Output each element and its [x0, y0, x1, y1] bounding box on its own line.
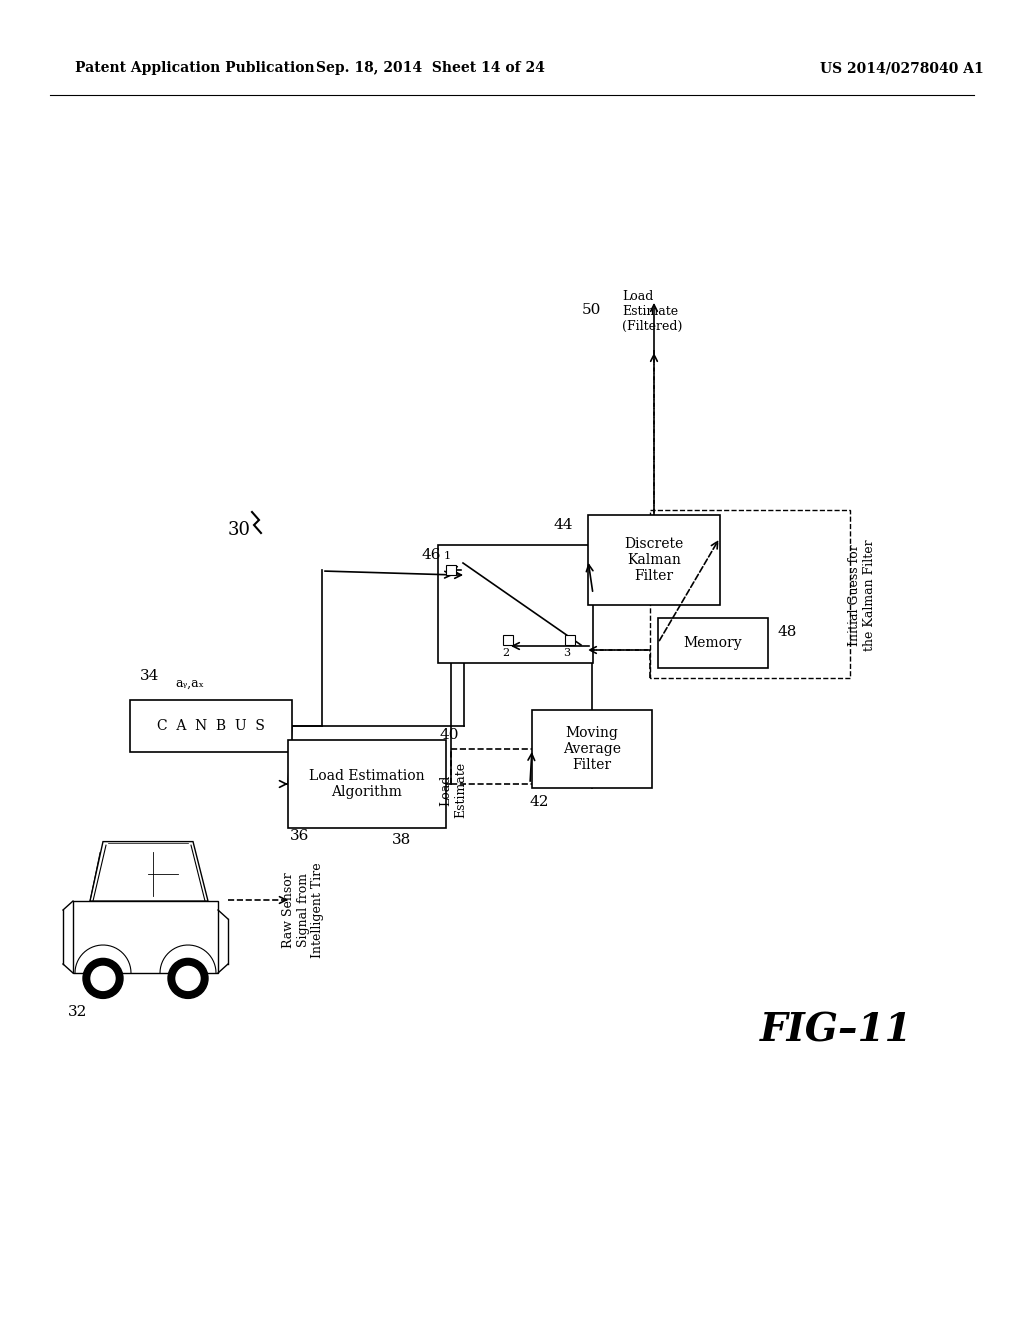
Text: 36: 36	[290, 829, 309, 843]
Bar	[503, 635, 513, 645]
Text: 32: 32	[68, 1005, 87, 1019]
Bar	[130, 700, 292, 752]
Text: Initial Guess for
the Kalman Filter: Initial Guess for the Kalman Filter	[848, 539, 876, 651]
Text: aᵧ,aₓ: aᵧ,aₓ	[175, 676, 204, 689]
Text: 48: 48	[778, 624, 798, 639]
Text: Discrete
Kalman
Filter: Discrete Kalman Filter	[625, 537, 684, 583]
Text: Sep. 18, 2014  Sheet 14 of 24: Sep. 18, 2014 Sheet 14 of 24	[315, 61, 545, 75]
Text: 46: 46	[422, 548, 441, 562]
Bar	[438, 545, 593, 663]
Text: US 2014/0278040 A1: US 2014/0278040 A1	[820, 61, 984, 75]
Bar	[446, 565, 456, 576]
Text: 34: 34	[140, 669, 160, 682]
Text: 44: 44	[554, 517, 573, 532]
Text: 1: 1	[444, 550, 452, 561]
Text: FIG–11: FIG–11	[760, 1011, 912, 1049]
Text: Moving
Average
Filter: Moving Average Filter	[563, 726, 621, 772]
Bar	[588, 515, 720, 605]
Text: Load
Estimate
(Filtered): Load Estimate (Filtered)	[622, 290, 682, 333]
Text: 40: 40	[440, 729, 460, 742]
Text: 50: 50	[582, 304, 601, 317]
Text: Load
Estimate: Load Estimate	[439, 762, 467, 818]
Polygon shape	[90, 842, 208, 902]
Text: 3: 3	[563, 648, 570, 657]
Circle shape	[83, 958, 123, 998]
Text: C  A  N  B  U  S: C A N B U S	[157, 719, 265, 733]
Text: Load Estimation
Algorithm: Load Estimation Algorithm	[309, 768, 425, 799]
Polygon shape	[73, 902, 218, 973]
Bar	[565, 635, 575, 645]
Text: 42: 42	[530, 795, 550, 809]
Bar	[532, 710, 652, 788]
Bar	[650, 510, 850, 678]
Bar	[288, 741, 446, 828]
Text: 38: 38	[392, 833, 412, 847]
Circle shape	[176, 966, 200, 990]
Text: Raw Sensor
Signal from
Intelligent Tire: Raw Sensor Signal from Intelligent Tire	[282, 862, 325, 958]
Circle shape	[91, 966, 115, 990]
Text: Memory: Memory	[684, 636, 742, 649]
Text: Patent Application Publication: Patent Application Publication	[75, 61, 314, 75]
Bar	[658, 618, 768, 668]
Text: 30: 30	[228, 521, 251, 539]
Circle shape	[168, 958, 208, 998]
Text: 2: 2	[502, 648, 509, 657]
